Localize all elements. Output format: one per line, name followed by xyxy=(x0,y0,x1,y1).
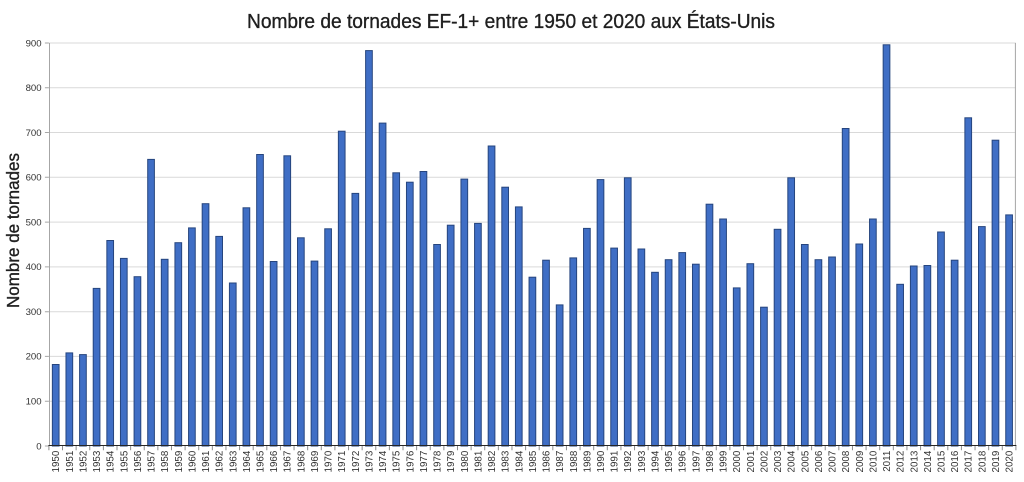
svg-text:1963: 1963 xyxy=(228,450,239,472)
svg-text:2007: 2007 xyxy=(828,451,839,473)
svg-text:1955: 1955 xyxy=(119,450,130,472)
svg-text:1997: 1997 xyxy=(691,451,702,473)
svg-text:1994: 1994 xyxy=(651,450,662,472)
svg-text:2005: 2005 xyxy=(800,450,811,472)
svg-text:1960: 1960 xyxy=(187,450,198,472)
svg-text:2010: 2010 xyxy=(868,450,879,472)
svg-text:1996: 1996 xyxy=(678,450,689,472)
svg-text:2001: 2001 xyxy=(746,451,757,473)
svg-text:1968: 1968 xyxy=(296,450,307,472)
svg-text:1958: 1958 xyxy=(160,450,171,472)
svg-text:800: 800 xyxy=(26,83,42,94)
svg-text:1980: 1980 xyxy=(460,450,471,472)
svg-text:2016: 2016 xyxy=(950,450,961,472)
svg-text:1993: 1993 xyxy=(637,450,648,472)
svg-text:2013: 2013 xyxy=(909,450,920,472)
svg-text:2004: 2004 xyxy=(787,450,798,472)
svg-text:1991: 1991 xyxy=(610,451,621,473)
svg-text:1981: 1981 xyxy=(473,451,484,473)
svg-text:1971: 1971 xyxy=(337,451,348,473)
svg-text:1972: 1972 xyxy=(351,451,362,473)
svg-text:1957: 1957 xyxy=(147,451,158,473)
svg-text:1950: 1950 xyxy=(51,450,62,472)
svg-text:1961: 1961 xyxy=(201,451,212,473)
svg-text:2003: 2003 xyxy=(773,450,784,472)
svg-text:1979: 1979 xyxy=(446,451,457,473)
svg-text:900: 900 xyxy=(26,38,42,49)
svg-text:1986: 1986 xyxy=(542,450,553,472)
svg-text:1992: 1992 xyxy=(623,451,634,473)
svg-text:1999: 1999 xyxy=(719,451,730,473)
svg-text:1969: 1969 xyxy=(310,451,321,473)
svg-text:100: 100 xyxy=(26,397,42,408)
svg-text:1983: 1983 xyxy=(501,450,512,472)
svg-text:1967: 1967 xyxy=(283,451,294,473)
svg-text:2002: 2002 xyxy=(759,451,770,473)
svg-text:700: 700 xyxy=(26,128,42,139)
svg-text:2008: 2008 xyxy=(841,450,852,472)
svg-text:2020: 2020 xyxy=(1005,450,1016,472)
svg-text:300: 300 xyxy=(26,307,42,318)
svg-text:500: 500 xyxy=(26,217,42,228)
svg-text:1973: 1973 xyxy=(365,450,376,472)
svg-text:1984: 1984 xyxy=(514,450,525,472)
svg-text:2000: 2000 xyxy=(732,450,743,472)
svg-text:2017: 2017 xyxy=(964,451,975,473)
svg-text:1954: 1954 xyxy=(106,450,117,472)
svg-text:1956: 1956 xyxy=(133,450,144,472)
svg-text:1970: 1970 xyxy=(324,450,335,472)
svg-text:0: 0 xyxy=(36,441,41,452)
svg-text:1953: 1953 xyxy=(92,450,103,472)
svg-text:1975: 1975 xyxy=(392,450,403,472)
svg-text:1982: 1982 xyxy=(487,451,498,473)
svg-text:1978: 1978 xyxy=(433,450,444,472)
svg-text:Nombre de tornades: Nombre de tornades xyxy=(3,153,23,308)
svg-text:2011: 2011 xyxy=(882,451,893,472)
svg-text:400: 400 xyxy=(26,262,42,273)
svg-text:1995: 1995 xyxy=(664,450,675,472)
svg-text:200: 200 xyxy=(26,352,42,363)
svg-text:600: 600 xyxy=(26,173,42,184)
svg-text:1976: 1976 xyxy=(405,450,416,472)
svg-text:2018: 2018 xyxy=(977,450,988,472)
svg-text:1965: 1965 xyxy=(256,450,267,472)
svg-text:1952: 1952 xyxy=(78,451,89,473)
svg-text:1988: 1988 xyxy=(569,450,580,472)
svg-text:1989: 1989 xyxy=(582,451,593,473)
svg-text:1951: 1951 xyxy=(65,451,76,473)
svg-text:1977: 1977 xyxy=(419,451,430,473)
svg-text:1998: 1998 xyxy=(705,450,716,472)
svg-text:2006: 2006 xyxy=(814,450,825,472)
svg-text:1985: 1985 xyxy=(528,450,539,472)
svg-text:1964: 1964 xyxy=(242,450,253,472)
svg-text:1974: 1974 xyxy=(378,450,389,472)
svg-text:2014: 2014 xyxy=(923,450,934,472)
svg-text:2015: 2015 xyxy=(937,450,948,472)
svg-text:2012: 2012 xyxy=(896,451,907,473)
svg-text:2009: 2009 xyxy=(855,451,866,473)
svg-text:Nombre de tornades EF-1+ entre: Nombre de tornades EF-1+ entre 1950 et 2… xyxy=(247,10,775,33)
svg-text:2019: 2019 xyxy=(991,451,1002,473)
svg-text:1962: 1962 xyxy=(215,451,226,473)
svg-text:1966: 1966 xyxy=(269,450,280,472)
svg-text:1959: 1959 xyxy=(174,451,185,473)
svg-text:1990: 1990 xyxy=(596,450,607,472)
svg-text:1987: 1987 xyxy=(555,451,566,473)
